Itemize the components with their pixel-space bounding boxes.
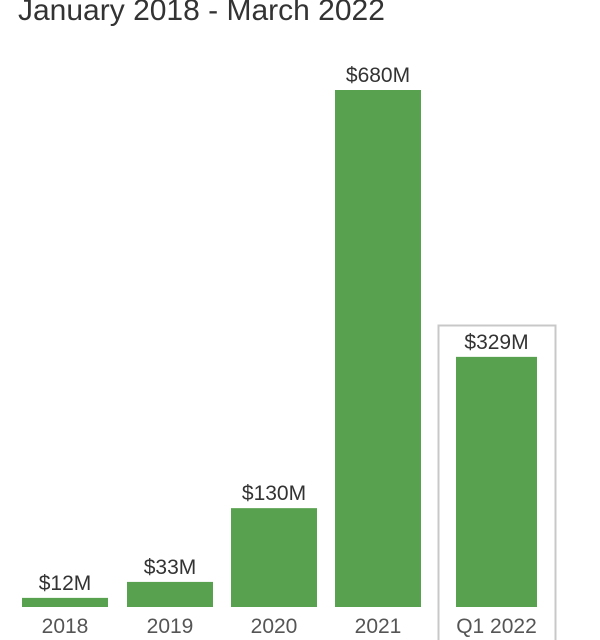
chart-title: January 2018 - March 2022 [18, 0, 385, 27]
x-tick-label: 2021 [355, 615, 402, 638]
bar-2021 [335, 90, 421, 607]
x-tick-label: 2018 [42, 615, 89, 638]
x-tick-label: 2019 [147, 615, 194, 638]
data-label: $33M [144, 556, 197, 579]
x-tick-label: Q1 2022 [456, 615, 537, 638]
highlight-box [437, 324, 557, 640]
x-tick-label: 2020 [251, 615, 298, 638]
bar-2019 [127, 581, 213, 607]
data-label: $680M [346, 64, 410, 87]
data-label: $329M [464, 331, 528, 354]
bar-2020 [231, 508, 317, 607]
bar-q1-2022 [456, 356, 537, 607]
bar-2018 [22, 597, 108, 607]
data-label: $130M [242, 482, 306, 505]
data-label: $12M [39, 572, 92, 595]
